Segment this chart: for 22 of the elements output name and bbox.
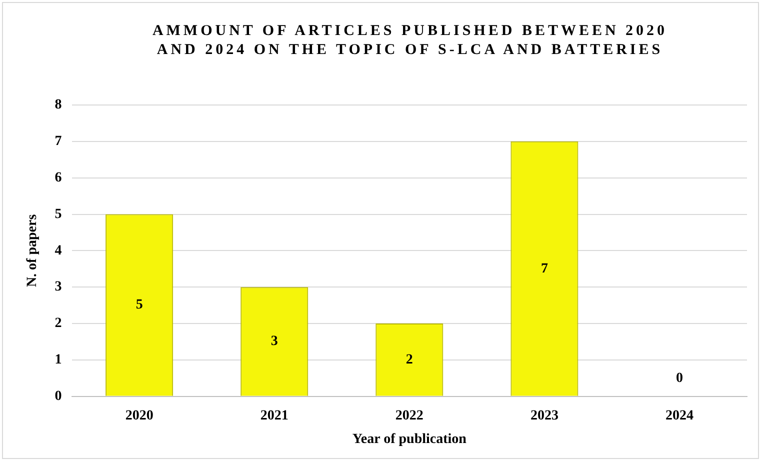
- x-tick-label: 2022: [395, 408, 424, 424]
- data-label: 7: [540, 261, 548, 276]
- x-tick-label: 2021: [260, 408, 288, 424]
- y-axis-title: N. of papers: [25, 214, 40, 288]
- chart-title: AMMOUNT OF ARTICLES PUBLISHED BETWEEN 2020 AND 2024 ON THE TOPIC OF S-LCA AND BATTERIES: [151, 22, 669, 60]
- x-tick-label: 2020: [125, 408, 154, 424]
- x-tick-label: 2024: [665, 408, 694, 424]
- x-tick-label: 2023: [530, 408, 558, 424]
- data-label: 3: [270, 334, 278, 350]
- y-tick-label: 6: [54, 170, 62, 186]
- data-label: 2: [406, 352, 413, 368]
- y-tick-label: 1: [54, 352, 62, 368]
- y-tick-label: 7: [54, 134, 62, 150]
- y-tick-label: 2: [54, 316, 62, 332]
- y-tick-label: 3: [54, 280, 62, 295]
- y-tick-label: 0: [54, 389, 62, 404]
- data-label: 0: [676, 371, 683, 386]
- y-tick-label: 8: [54, 98, 62, 113]
- data-label: 5: [136, 298, 143, 313]
- y-tick-label: 5: [54, 206, 62, 222]
- x-axis-title: Year of publication: [352, 432, 467, 448]
- y-tick-label: 4: [54, 243, 62, 258]
